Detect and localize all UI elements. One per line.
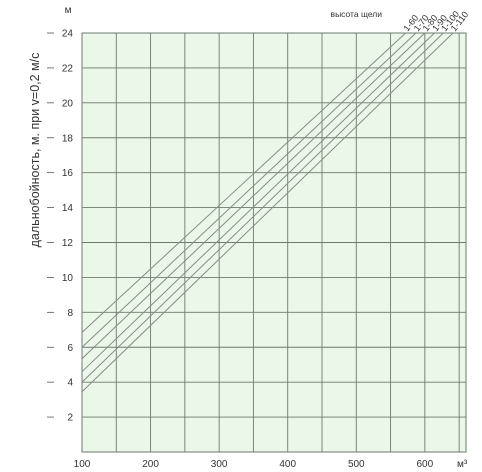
x-axis-ticks: 100 200 300 400 500 600 (74, 459, 434, 470)
grid (82, 32, 466, 452)
y-tick-label: 2 (67, 413, 73, 424)
series-line-5 (81, 32, 444, 383)
x-tick-label: 100 (74, 459, 91, 470)
y-axis-unit: м (65, 5, 72, 16)
legend-title: высота щели (331, 9, 383, 19)
x-tick-label: 200 (142, 459, 159, 470)
y-tick-label: 18 (62, 133, 74, 144)
x-axis-unit: м³ (457, 459, 468, 470)
y-tick-label: 6 (67, 343, 73, 354)
series-lines (81, 32, 454, 393)
y-tick-label: 22 (62, 63, 74, 74)
y-tick-label: 16 (62, 168, 74, 179)
x-tick-label: 600 (417, 459, 434, 470)
series-line-6 (81, 32, 454, 393)
series-line-3 (81, 32, 426, 359)
x-tick-label: 400 (279, 459, 296, 470)
y-tick-label: 4 (67, 378, 73, 389)
x-tick-label: 500 (348, 459, 365, 470)
y-tick-label: 12 (62, 238, 74, 249)
series-line-2 (81, 32, 417, 348)
y-tick-label: 20 (62, 98, 74, 109)
y-tick-label: 8 (67, 308, 73, 319)
series-line-4 (81, 32, 435, 373)
y-tick-label: 24 (62, 29, 74, 40)
y-axis-title: дальнобойность, м. при v=0,2 м/с (28, 53, 42, 248)
x-tick-label: 300 (211, 459, 228, 470)
series-line-1 (81, 32, 406, 333)
y-tick-label: 10 (62, 273, 74, 284)
y-tick-label: 14 (62, 203, 74, 214)
